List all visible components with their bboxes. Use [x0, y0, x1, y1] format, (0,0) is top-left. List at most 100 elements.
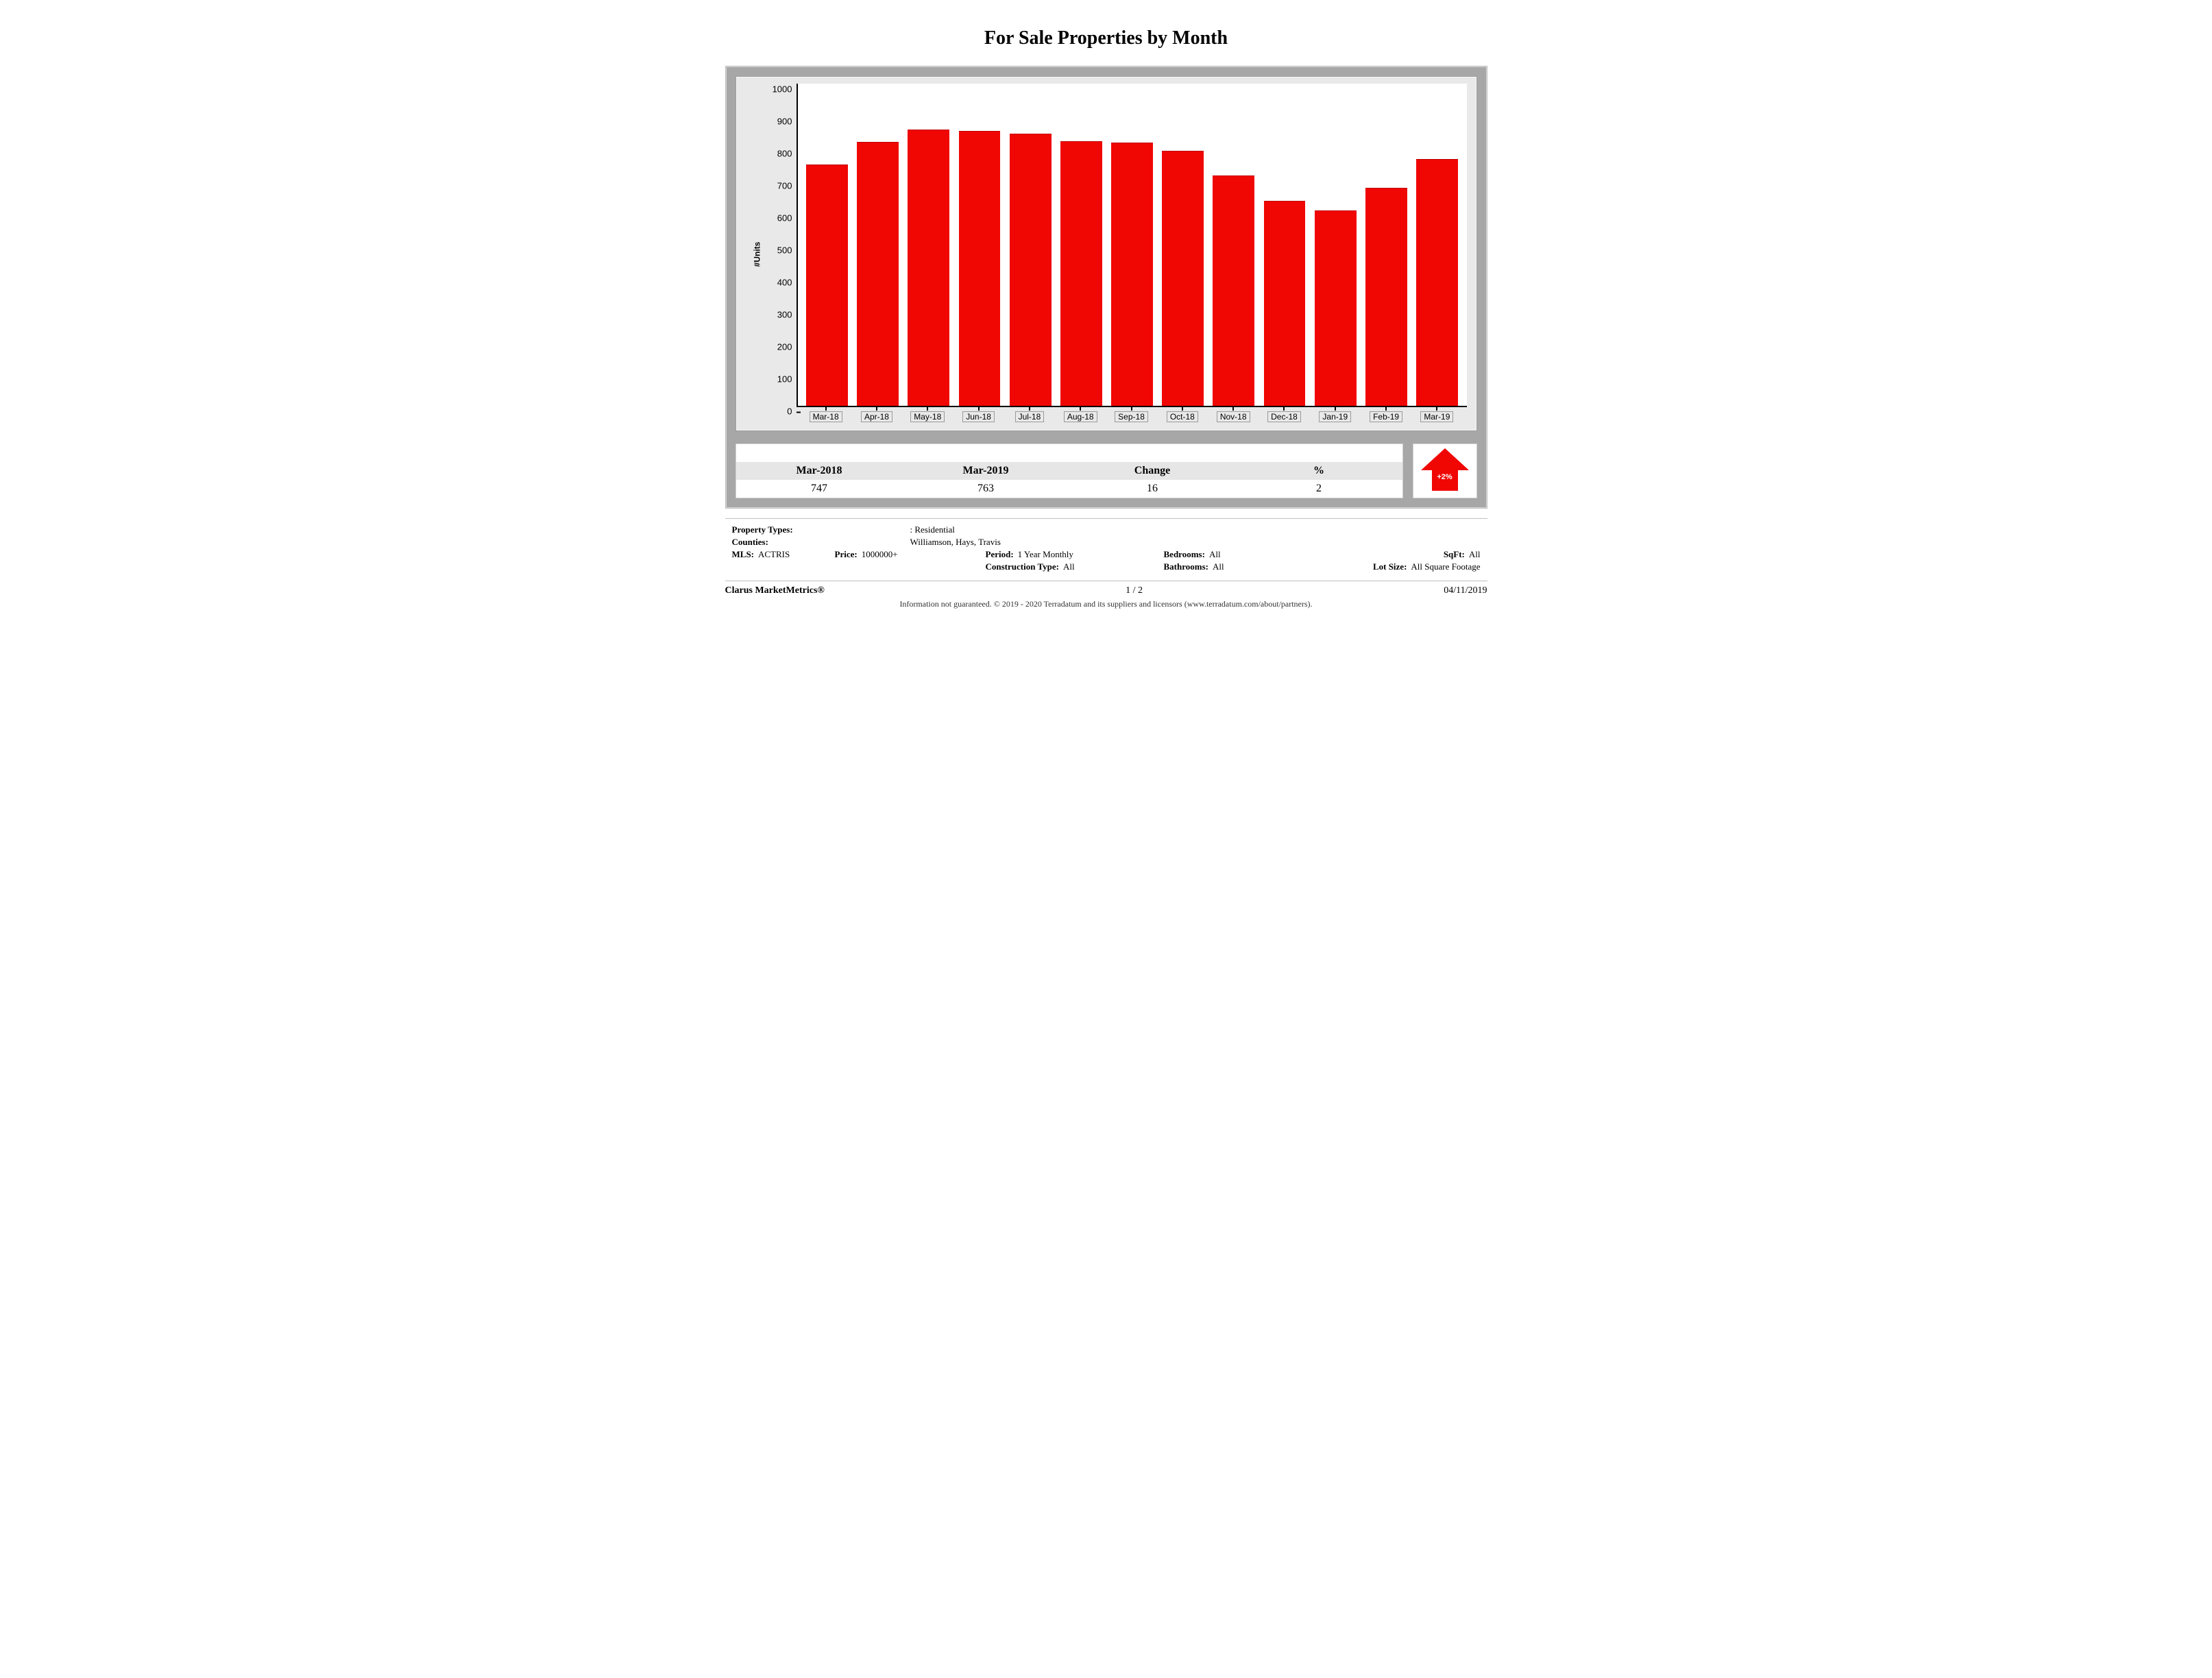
bar [806, 165, 848, 406]
trend-arrow-label: +2% [1421, 473, 1469, 481]
bar [857, 142, 899, 406]
chart-card: #Units 01002003004005006007008009001000 … [725, 66, 1487, 509]
bar-slot [1361, 84, 1411, 406]
y-tick-label: 100 [777, 374, 792, 385]
y-tick-label: 0 [787, 406, 792, 417]
plot-panel: #Units 01002003004005006007008009001000 … [736, 76, 1477, 431]
meta-value: All [1213, 561, 1224, 572]
summary-header: % [1236, 462, 1402, 480]
x-tick: Mar-18 [801, 407, 851, 425]
x-tick: Nov-18 [1208, 407, 1259, 425]
page-title: For Sale Properties by Month [664, 27, 1549, 49]
bar-slot [1056, 84, 1106, 406]
meta-value: : Residential [910, 524, 955, 535]
y-axis-label: #Units [753, 242, 762, 267]
meta-mls: MLS: ACTRIS [732, 549, 835, 560]
footer: Clarus MarketMetrics® 1 / 2 04/11/2019 [725, 585, 1487, 596]
y-tick-label: 500 [777, 245, 792, 256]
bar [1416, 159, 1458, 406]
x-tick: Feb-19 [1361, 407, 1411, 425]
meta-property-types: Property Types: [732, 524, 897, 535]
x-tick: Jul-18 [1004, 407, 1055, 425]
meta-construction: Construction Type: All [986, 561, 1164, 572]
summary-value: 747 [736, 480, 903, 498]
bar-slot [954, 84, 1005, 406]
meta-price: Price: 1000000+ [835, 549, 986, 560]
bar [1010, 134, 1052, 406]
bar-slot [903, 84, 954, 406]
x-tick-label: Mar-18 [810, 411, 842, 422]
summary-value: 2 [1236, 480, 1402, 498]
x-tick-label: Jun-18 [962, 411, 995, 422]
bar [1264, 201, 1306, 406]
trend-arrow-icon: +2% [1421, 447, 1469, 495]
bar [1111, 143, 1153, 406]
x-tick-label: Oct-18 [1167, 411, 1198, 422]
meta-label: Construction Type: [986, 561, 1060, 572]
x-tick: Aug-18 [1055, 407, 1106, 425]
x-tick-label: Feb-19 [1370, 411, 1402, 422]
x-tick-label: Apr-18 [861, 411, 892, 422]
bar [1213, 175, 1254, 406]
bar [1365, 188, 1407, 406]
summary-header: Change [1069, 462, 1236, 480]
summary-header: Mar-2019 [903, 462, 1069, 480]
x-tick: Sep-18 [1106, 407, 1156, 425]
bar [1060, 141, 1102, 406]
bar-slot [1208, 84, 1259, 406]
y-tick-label: 400 [777, 278, 792, 288]
meta-property-types-value: : Residential [910, 524, 955, 535]
meta-bathrooms: Bathrooms: All [1164, 561, 1322, 572]
plot-area [797, 84, 1467, 407]
summary-value: 16 [1069, 480, 1236, 498]
x-tick-label: Jul-18 [1015, 411, 1045, 422]
x-tick: Apr-18 [851, 407, 902, 425]
x-axis: Mar-18 Apr-18 May-18 Jun-18 Jul-18 Aug-18 Sep-… [797, 407, 1467, 425]
x-tick-label: Jan-19 [1319, 411, 1351, 422]
bar-slot [1310, 84, 1361, 406]
meta-value: 1 Year Monthly [1018, 549, 1073, 560]
meta-counties: Counties: [732, 537, 897, 548]
x-tick-label: Nov-18 [1217, 411, 1250, 422]
meta-label: Bedrooms: [1164, 549, 1205, 560]
meta-label: Property Types: [732, 524, 793, 535]
x-tick-label: Dec-18 [1267, 411, 1301, 422]
footer-brand: Clarus MarketMetrics® [725, 585, 825, 596]
trend-arrow-card: +2% [1413, 443, 1477, 498]
x-tick-label: Aug-18 [1064, 411, 1097, 422]
meta-value: ACTRIS [758, 549, 790, 560]
y-tick-label: 1000 [773, 84, 792, 95]
summary-table: Mar-2018 Mar-2019 Change % 747 763 16 2 [736, 443, 1403, 498]
y-tick-label: 600 [777, 213, 792, 223]
meta-counties-value: Williamson, Hays, Travis [910, 537, 1001, 548]
x-tick: Jan-19 [1310, 407, 1361, 425]
meta-label: Price: [835, 549, 858, 560]
bar-slot [1411, 84, 1462, 406]
y-tick-label: 700 [777, 181, 792, 191]
y-tick-label: 300 [777, 310, 792, 320]
bar-slot [802, 84, 853, 406]
x-tick: Dec-18 [1259, 407, 1309, 425]
meta-value: All [1209, 549, 1221, 560]
bar-slot [1158, 84, 1208, 406]
meta-value: Williamson, Hays, Travis [910, 537, 1001, 548]
meta-label: SqFt: [1444, 549, 1465, 560]
meta-label: Lot Size: [1373, 561, 1407, 572]
bar [1315, 210, 1357, 406]
y-tick-label: 800 [777, 149, 792, 159]
meta-label: MLS: [732, 549, 755, 560]
y-ticks: 01002003004005006007008009001000 [766, 84, 797, 406]
meta-label: Period: [986, 549, 1014, 560]
x-tick-label: May-18 [910, 411, 945, 422]
y-tick-label: 200 [777, 342, 792, 352]
x-tick-label: Sep-18 [1115, 411, 1148, 422]
bar-slot [1106, 84, 1157, 406]
y-tick-label: 900 [777, 117, 792, 127]
x-tick: Oct-18 [1157, 407, 1208, 425]
bar-slot [1005, 84, 1056, 406]
metadata-block: Property Types: : Residential Counties: … [725, 518, 1487, 581]
meta-period: Period: 1 Year Monthly [986, 549, 1164, 560]
meta-value: 1000000+ [862, 549, 898, 560]
bar-slot [853, 84, 903, 406]
x-tick: Mar-19 [1411, 407, 1462, 425]
